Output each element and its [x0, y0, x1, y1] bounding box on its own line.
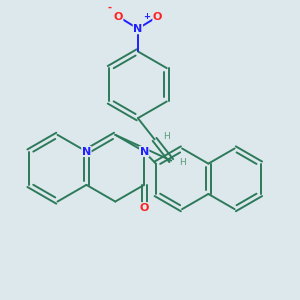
Text: N: N [140, 146, 149, 157]
Text: O: O [113, 12, 123, 22]
Text: O: O [153, 12, 162, 22]
Text: -: - [107, 3, 111, 13]
Text: O: O [140, 202, 149, 213]
Text: N: N [133, 24, 142, 34]
Text: H: H [179, 158, 186, 166]
Text: H: H [163, 132, 170, 141]
Text: +: + [143, 12, 151, 21]
Text: N: N [82, 146, 91, 157]
